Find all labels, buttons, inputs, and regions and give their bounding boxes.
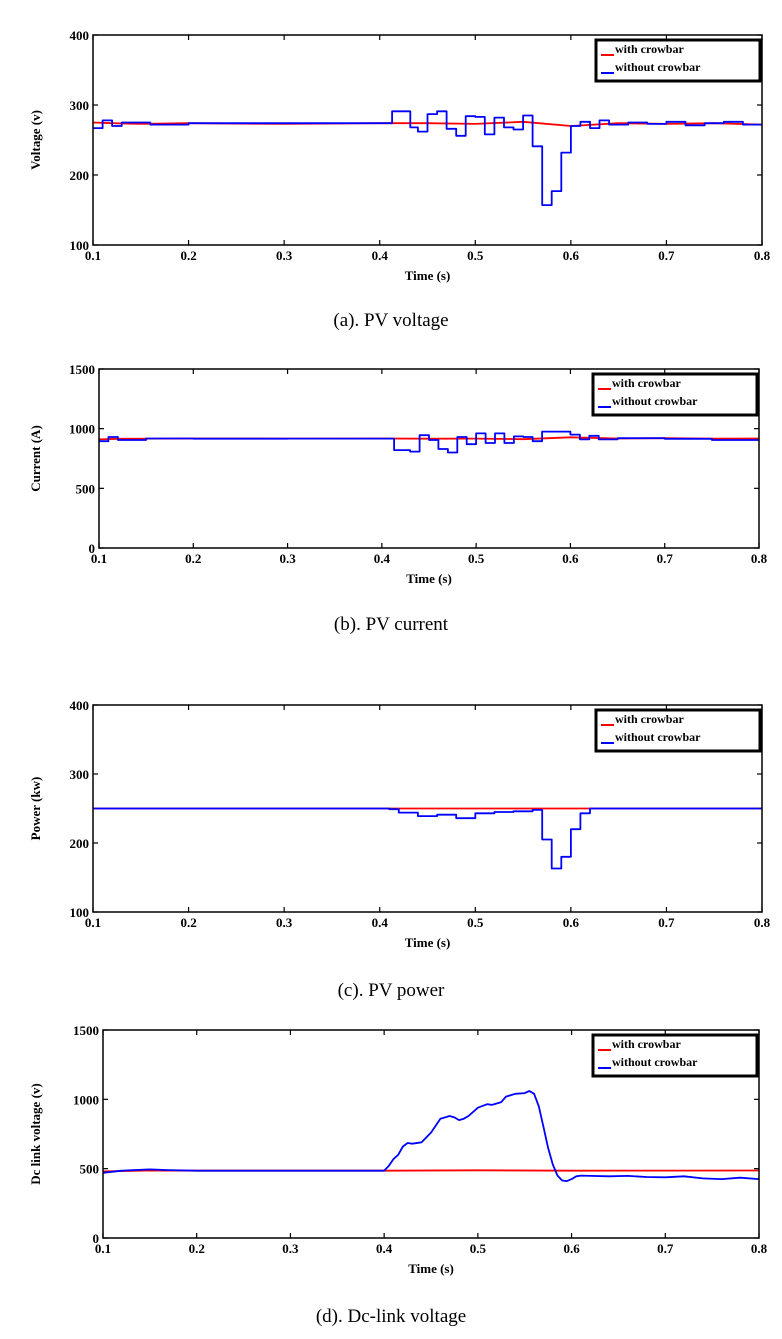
x-tick-label: 0.4 <box>372 915 389 930</box>
series-line-without-crowbar <box>99 430 759 454</box>
x-tick-label: 0.7 <box>658 915 675 930</box>
figure-caption: (b). PV current <box>334 614 449 635</box>
figure-caption: (a). PV voltage <box>333 310 448 331</box>
x-tick-label: 0.3 <box>282 1241 299 1256</box>
x-tick-label: 0.4 <box>372 248 389 263</box>
figure-caption: (d). Dc-link voltage <box>316 1306 466 1327</box>
y-tick-label: 400 <box>70 28 90 43</box>
x-tick-label: 0.2 <box>185 551 201 566</box>
x-tick-label: 0.5 <box>470 1241 487 1256</box>
x-axis-label: Time (s) <box>405 268 451 283</box>
axes-frame <box>102 1029 760 1239</box>
legend-label: without crowbar <box>615 60 701 74</box>
chart-panel: 0.1 0.2 0.3 0.4 0.5 0.6 0.7 0.8 100 200 300 400 Time… <box>28 698 771 1001</box>
legend-label: with crowbar <box>615 42 684 56</box>
x-tick-label: 0.1 <box>85 248 101 263</box>
x-tick-label: 0.8 <box>754 248 771 263</box>
x-tick-label: 0.2 <box>180 915 196 930</box>
x-axis-label: Time (s) <box>408 1261 454 1276</box>
x-tick-label: 0.1 <box>91 551 107 566</box>
legend-label: with crowbar <box>615 712 684 726</box>
x-tick-label: 0.2 <box>189 1241 205 1256</box>
legend-label: without crowbar <box>612 1055 698 1069</box>
legend-box <box>591 372 759 417</box>
series-line-without-crowbar <box>93 110 762 206</box>
y-tick-label: 500 <box>80 1162 100 1177</box>
x-tick-label: 0.3 <box>276 915 293 930</box>
x-tick-label: 0.7 <box>657 1241 674 1256</box>
x-tick-label: 0.6 <box>563 248 580 263</box>
y-tick-label: 1000 <box>73 1092 99 1107</box>
x-tick-label: 0.1 <box>85 915 101 930</box>
y-tick-label: 500 <box>76 481 96 496</box>
figure-caption: (c). PV power <box>338 980 445 1001</box>
x-tick-label: 0.4 <box>376 1241 393 1256</box>
x-tick-label: 0.6 <box>562 551 579 566</box>
x-tick-label: 0.2 <box>180 248 196 263</box>
x-tick-label: 0.8 <box>751 551 768 566</box>
x-tick-label: 0.3 <box>276 248 293 263</box>
legend-label: with crowbar <box>612 376 681 390</box>
series-line-without-crowbar <box>93 807 762 870</box>
legend-label: with crowbar <box>612 1037 681 1051</box>
axes-frame <box>98 368 760 549</box>
x-tick-label: 0.6 <box>563 1241 580 1256</box>
y-tick-label: 0 <box>93 1231 100 1246</box>
x-axis-label: Time (s) <box>405 935 451 950</box>
chart-panel: 0.1 0.2 0.3 0.4 0.5 0.6 0.7 0.8 100 200 300 400 Time… <box>28 28 771 331</box>
y-axis-label: Voltage (v) <box>28 110 43 170</box>
x-tick-label: 0.5 <box>468 551 485 566</box>
x-tick-label: 0.7 <box>658 248 675 263</box>
x-tick-label: 0.6 <box>563 915 580 930</box>
chart-panel: 0.1 0.2 0.3 0.4 0.5 0.6 0.7 0.8 0 500 1000 1500 Time… <box>28 1023 768 1327</box>
chart-panel: 0.1 0.2 0.3 0.4 0.5 0.6 0.7 0.8 0 500 1000 1500 Time… <box>28 362 768 635</box>
y-tick-label: 300 <box>70 98 90 113</box>
y-axis-label: Power (kw) <box>28 777 43 841</box>
y-axis-label: Current (A) <box>28 425 43 492</box>
x-tick-label: 0.8 <box>754 915 771 930</box>
legend-label: without crowbar <box>615 730 701 744</box>
x-tick-label: 0.5 <box>467 248 484 263</box>
legend-box <box>594 708 762 753</box>
y-tick-label: 1000 <box>69 422 95 437</box>
y-tick-label: 1500 <box>73 1023 99 1038</box>
y-tick-label: 0 <box>89 541 96 556</box>
x-tick-label: 0.1 <box>95 1241 111 1256</box>
legend-label: without crowbar <box>612 394 698 408</box>
y-tick-label: 100 <box>70 238 90 253</box>
series-line-without-crowbar <box>103 1090 759 1182</box>
y-tick-label: 200 <box>70 836 90 851</box>
x-tick-label: 0.7 <box>657 551 674 566</box>
y-tick-label: 1500 <box>69 362 95 377</box>
x-tick-label: 0.4 <box>374 551 391 566</box>
axes-frame <box>92 34 763 246</box>
y-tick-label: 200 <box>70 168 90 183</box>
x-tick-label: 0.3 <box>279 551 296 566</box>
x-axis-label: Time (s) <box>406 571 452 586</box>
legend-box <box>591 1033 759 1078</box>
y-tick-label: 400 <box>70 698 90 713</box>
legend-box <box>594 38 762 83</box>
y-tick-label: 100 <box>70 905 90 920</box>
y-axis-label: Dc link voltage (v) <box>28 1083 43 1184</box>
axes-frame <box>92 704 763 913</box>
y-tick-label: 300 <box>70 767 90 782</box>
x-tick-label: 0.5 <box>467 915 484 930</box>
x-tick-label: 0.8 <box>751 1241 768 1256</box>
